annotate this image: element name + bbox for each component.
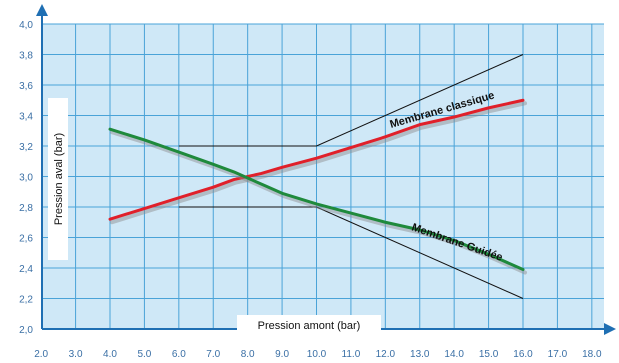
x-tick-label: 18.0 [582, 349, 602, 360]
y-tick-label: 3,0 [19, 173, 33, 184]
x-tick-label: 8.0 [241, 349, 255, 360]
x-tick-label: 5.0 [137, 349, 151, 360]
x-tick-label: 4.0 [103, 349, 117, 360]
x-tick-label: 13.0 [410, 349, 430, 360]
series-shadow-1 [110, 130, 527, 275]
x-tick-label: 2.0 [34, 349, 48, 360]
y-tick-label: 2,4 [19, 264, 33, 275]
x-tick-label: 3.0 [69, 349, 83, 360]
y-axis-title-box: Pression aval (bar) [48, 98, 68, 260]
y-tick-label: 3,6 [19, 81, 33, 92]
x-axis-title: Pression amont (bar) [258, 320, 361, 332]
envelope-line-0 [178, 54, 524, 147]
envelope-line-1 [178, 206, 524, 299]
y-axis-title: Pression aval (bar) [53, 133, 65, 225]
x-axis-title-box: Pression amont (bar) [237, 315, 381, 334]
envelope-lines [178, 54, 524, 299]
grid-lines [42, 23, 604, 329]
y-tick-label: 2,2 [19, 295, 33, 306]
y-tick-label: 2,8 [19, 203, 33, 214]
x-tick-label: 9.0 [275, 349, 289, 360]
y-tick-label: 2,0 [19, 325, 33, 336]
y-tick-label: 2,6 [19, 234, 33, 245]
y-tick-label: 4,0 [19, 20, 33, 31]
x-tick-label: 10.0 [307, 349, 327, 360]
x-tick-label: 15.0 [479, 349, 499, 360]
y-tick-label: 3,2 [19, 142, 33, 153]
series-lines [108, 98, 527, 275]
x-tick-label: 6.0 [172, 349, 186, 360]
x-tick-label: 11.0 [342, 349, 361, 360]
y-tick-label: 3,8 [19, 51, 33, 62]
x-tick-label: 16.0 [513, 349, 533, 360]
tick-labels: 2.0 3.0 4.0 5.0 6.0 7.0 8.0 9.0 10.0 11.0 12.0 13.0… [19, 20, 602, 360]
x-tick-label: 12.0 [376, 349, 396, 360]
y-axis-arrow [36, 4, 48, 16]
x-tick-label: 17.0 [548, 349, 568, 360]
x-tick-label: 14.0 [444, 349, 464, 360]
series-shadow-0 [110, 101, 527, 225]
x-tick-label: 7.0 [206, 349, 220, 360]
y-tick-label: 3,4 [19, 112, 33, 123]
x-axis-arrow [604, 323, 616, 335]
